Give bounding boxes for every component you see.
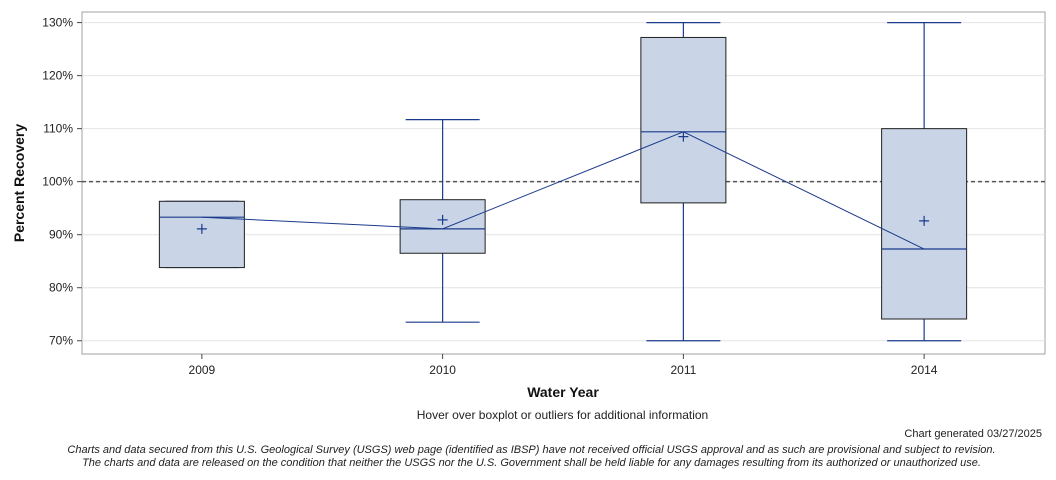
iqr-box: [881, 128, 968, 320]
y-tick-label: 80%: [49, 281, 73, 295]
x-tick-label: 2014: [911, 363, 938, 377]
x-tick-label: 2010: [429, 363, 456, 377]
iqr-box: [399, 199, 486, 254]
x-tick-label: 2011: [670, 363, 696, 377]
iqr-box: [158, 200, 245, 269]
mean-marker: [678, 131, 689, 142]
mean-marker: [437, 214, 448, 225]
y-tick-label: 110%: [43, 122, 73, 136]
y-tick-label: 70%: [49, 334, 73, 348]
hover-note: Hover over boxplot or outliers for addit…: [416, 408, 709, 422]
y-axis-title: Percent Recovery: [11, 124, 27, 243]
x-tick-label: 2009: [189, 363, 216, 377]
box-2010: [399, 119, 486, 323]
mean-marker: [196, 223, 207, 234]
mean-marker: [919, 215, 930, 226]
box-2014: [881, 22, 968, 342]
y-tick-label: 120%: [42, 69, 73, 83]
x-axis-title: Water Year: [527, 384, 599, 400]
y-tick-label: 130%: [42, 16, 73, 30]
iqr-box: [640, 36, 727, 204]
disclaimer-line-2: The charts and data are released on the …: [82, 457, 981, 469]
chart-generated-date: Chart generated 03/27/2025: [904, 428, 1042, 440]
box-2009: [158, 200, 245, 269]
y-tick-label: 100%: [42, 175, 73, 189]
median-connect-line: [201, 131, 925, 250]
y-tick-label: 90%: [49, 228, 73, 242]
disclaimer-line-1: Charts and data secured from this U.S. G…: [67, 444, 996, 456]
box-2011: [640, 22, 727, 342]
